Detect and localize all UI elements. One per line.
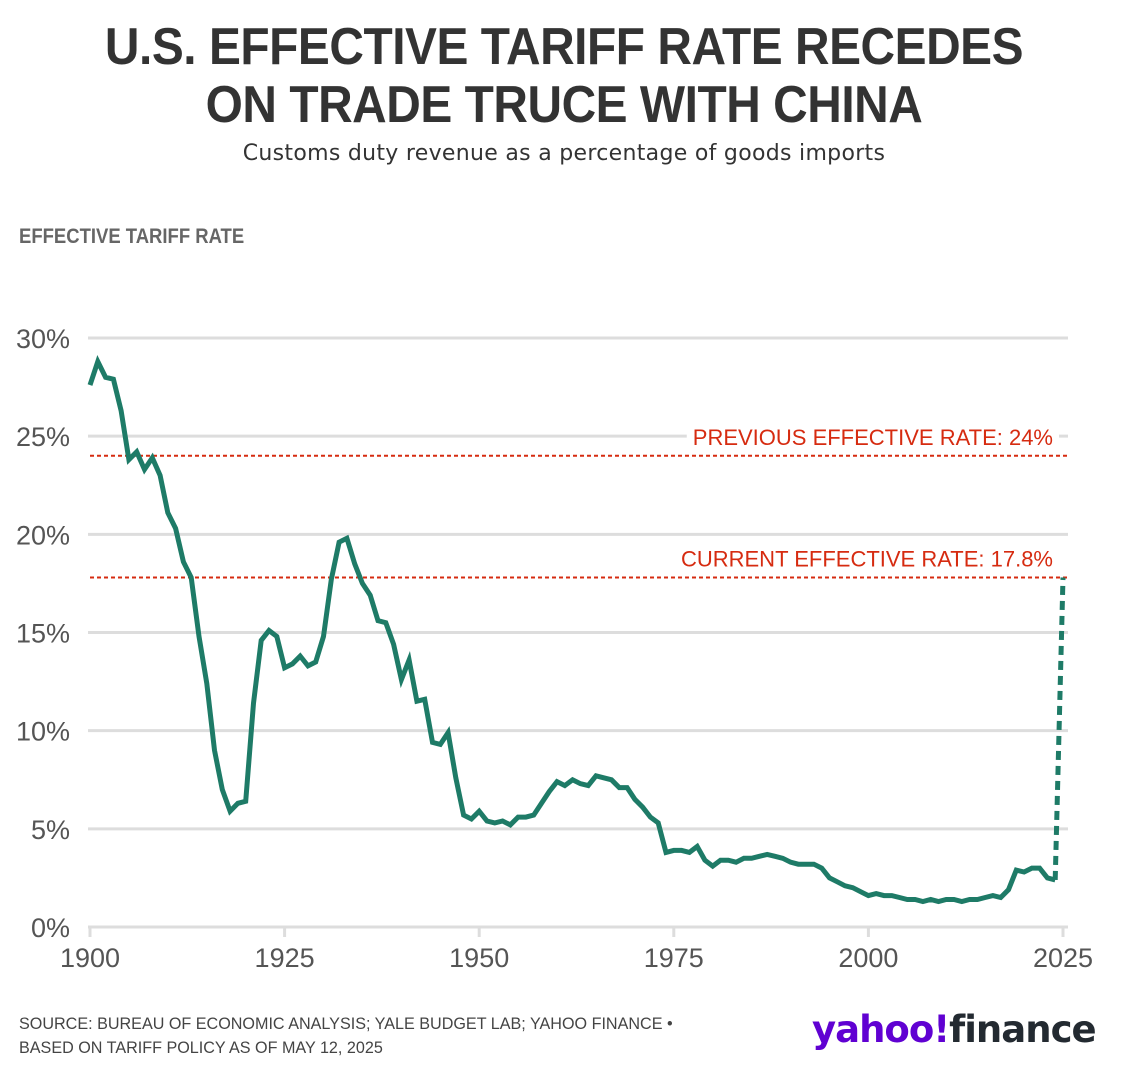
reference-lines: PREVIOUS EFFECTIVE RATE: 24% CURRENT EFFE… (90, 419, 1068, 579)
x-tick-label: 1900 (60, 943, 120, 973)
x-tick-label: 1950 (449, 943, 509, 973)
y-axis: 0% 5% 10% 15% 20% 25% 30% (16, 324, 70, 943)
y-tick-label: 20% (16, 520, 70, 550)
chart-title-line-2: ON TRADE TRUCE WITH CHINA (205, 76, 923, 134)
chart-subtitle: Customs duty revenue as a percentage of … (242, 141, 886, 166)
series-group (87, 355, 1066, 905)
reference-label-background (674, 541, 1059, 572)
x-tick-label: 1975 (644, 943, 704, 973)
y-tick-label: 30% (16, 324, 70, 354)
historical-rate-line (87, 355, 1056, 905)
logo-yahoo-wordmark: yahoo! (812, 1008, 950, 1051)
x-tick-label: 2025 (1033, 943, 1093, 973)
source-line-1: SOURCE: BUREAU OF ECONOMIC ANALYSIS; YAL… (19, 1014, 673, 1033)
reference-label-background (686, 419, 1059, 450)
line-chart: 1900 1925 1950 1975 2000 2025 0% 5% 10% 15% 20% 25… (16, 324, 1093, 973)
y-tick-label: 25% (16, 422, 70, 452)
x-tick-label: 1925 (255, 943, 315, 973)
source-note: SOURCE: BUREAU OF ECONOMIC ANALYSIS; YAL… (19, 1012, 673, 1060)
y-tick-label: 15% (16, 619, 70, 649)
y-axis-title: EFFECTIVE TARIFF RATE (19, 225, 245, 248)
logo-finance-wordmark: finance (949, 1008, 1096, 1051)
y-tick-label: 5% (31, 815, 70, 845)
chart-title-line-1: U.S. EFFECTIVE TARIFF RATE RECEDES (104, 18, 1024, 76)
source-line-2: BASED ON TARIFF POLICY AS OF MAY 12, 202… (19, 1038, 383, 1057)
chart-title: U.S. EFFECTIVE TARIFF RATE RECEDES ON TR… (45, 18, 1083, 134)
x-axis: 1900 1925 1950 1975 2000 2025 (60, 927, 1093, 973)
y-tick-label: 0% (31, 913, 70, 943)
reference-label: PREVIOUS EFFECTIVE RATE: 24% (693, 425, 1053, 450)
reference-label: CURRENT EFFECTIVE RATE: 17.8% (681, 547, 1053, 572)
yahoo-finance-logo: yahoo!finance (812, 1008, 1097, 1051)
projected-rate-line (1052, 577, 1066, 880)
y-tick-label: 10% (16, 717, 70, 747)
x-tick-label: 2000 (838, 943, 898, 973)
